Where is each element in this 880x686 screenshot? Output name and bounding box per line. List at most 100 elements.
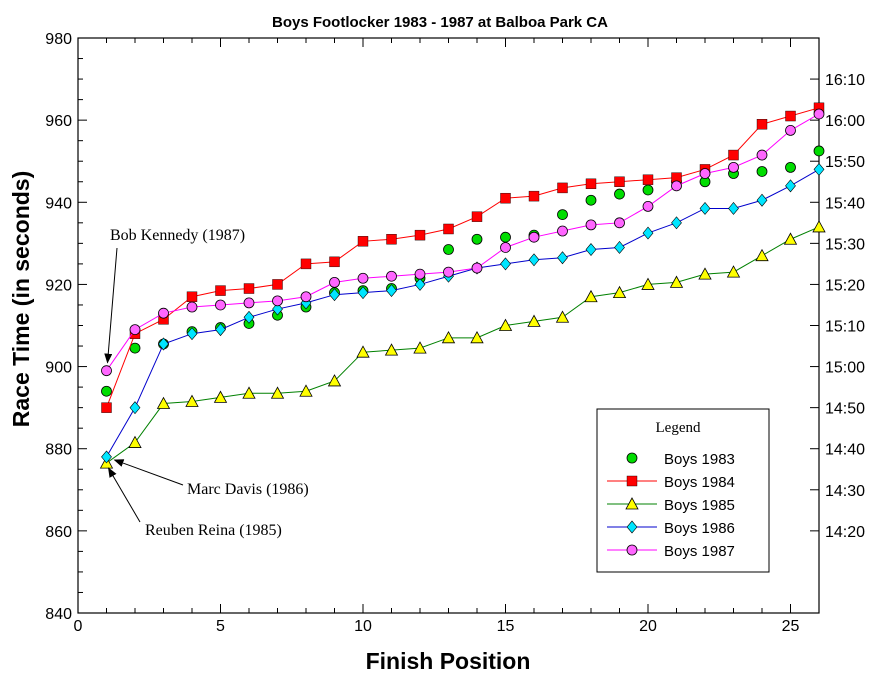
data-point-boys-1985 bbox=[527, 314, 541, 327]
data-point-boys-1984 bbox=[642, 174, 654, 185]
data-point-boys-1984 bbox=[443, 223, 454, 235]
y2-tick-label: 15:30 bbox=[825, 236, 865, 253]
y-tick-label: 980 bbox=[45, 31, 72, 48]
data-point-boys-1984 bbox=[471, 211, 483, 222]
data-point-boys-1986 bbox=[528, 253, 540, 267]
legend-marker-boys-1983 bbox=[626, 452, 638, 464]
legend-label-boys-1987: Boys 1987 bbox=[664, 543, 735, 560]
data-point-boys-1983 bbox=[471, 233, 483, 245]
data-point-boys-1985 bbox=[498, 318, 513, 331]
data-point-boys-1987 bbox=[243, 297, 255, 309]
data-point-boys-1987 bbox=[471, 262, 483, 274]
data-point-boys-1987 bbox=[785, 125, 796, 136]
data-point-boys-1983 bbox=[813, 145, 825, 157]
data-point-boys-1985 bbox=[413, 341, 427, 354]
data-point-boys-1983 bbox=[443, 244, 454, 255]
y2-tick-label: 15:50 bbox=[825, 154, 865, 171]
data-point-boys-1986 bbox=[642, 226, 654, 240]
series-boys-1986 bbox=[101, 162, 825, 464]
y2-tick-label: 14:50 bbox=[825, 401, 865, 418]
data-point-boys-1985 bbox=[299, 384, 313, 397]
annotation-arrow bbox=[107, 467, 141, 523]
data-point-boys-1983 bbox=[129, 342, 141, 354]
y2-tick-label: 15:00 bbox=[825, 360, 865, 377]
data-point-boys-1986 bbox=[329, 288, 340, 302]
y2-tick-label: 14:30 bbox=[825, 483, 865, 500]
y2-tick-label: 16:10 bbox=[825, 72, 865, 89]
data-point-boys-1987 bbox=[699, 168, 711, 179]
y-tick-label: 840 bbox=[45, 606, 72, 623]
annotations: Bob Kennedy (1987) Marc Davis (1986) Reube… bbox=[104, 227, 309, 539]
legend-title: Legend bbox=[656, 420, 701, 436]
data-point-boys-1984 bbox=[272, 279, 283, 290]
data-point-boys-1987 bbox=[528, 231, 540, 243]
y-tick-label: 880 bbox=[45, 442, 72, 459]
data-point-boys-1987 bbox=[101, 365, 112, 377]
y-tick-label: 920 bbox=[45, 277, 72, 294]
data-point-boys-1985 bbox=[270, 386, 285, 399]
legend-box bbox=[596, 408, 770, 573]
data-point-boys-1985 bbox=[156, 396, 171, 409]
data-point-boys-1987 bbox=[215, 299, 226, 311]
data-point-boys-1987 bbox=[756, 149, 768, 161]
data-point-boys-1985 bbox=[242, 386, 256, 399]
y2-tick-label: 15:20 bbox=[825, 277, 865, 294]
data-point-boys-1983 bbox=[642, 184, 654, 196]
data-point-boys-1983 bbox=[756, 166, 768, 177]
y-tick-label: 940 bbox=[45, 195, 72, 212]
data-point-boys-1986 bbox=[813, 162, 825, 176]
y2-tick-label: 15:10 bbox=[825, 319, 865, 336]
data-point-boys-1986 bbox=[728, 201, 739, 215]
x-tick-label: 0 bbox=[74, 618, 83, 635]
legend-marker-boys-1987 bbox=[626, 544, 638, 556]
data-point-boys-1987 bbox=[813, 108, 825, 120]
data-point-boys-1985 bbox=[356, 345, 370, 358]
data-point-boys-1987 bbox=[386, 270, 397, 282]
data-point-boys-1983 bbox=[585, 194, 597, 206]
chart-title: Boys Footlocker 1983 - 1987 at Balboa Pa… bbox=[272, 14, 608, 31]
y2-tick-label: 14:40 bbox=[825, 442, 865, 459]
data-point-boys-1986 bbox=[785, 179, 796, 193]
data-point-boys-1984 bbox=[557, 182, 568, 194]
data-point-boys-1985 bbox=[669, 275, 684, 288]
data-point-boys-1987 bbox=[614, 217, 625, 229]
data-point-boys-1987 bbox=[272, 295, 283, 307]
data-point-boys-1983 bbox=[101, 385, 112, 397]
data-point-boys-1987 bbox=[158, 307, 169, 319]
data-point-boys-1983 bbox=[557, 209, 568, 221]
data-point-boys-1986 bbox=[215, 323, 226, 337]
data-point-boys-1985 bbox=[441, 330, 456, 344]
data-point-boys-1986 bbox=[386, 284, 397, 298]
data-point-boys-1983 bbox=[614, 188, 625, 200]
data-point-boys-1987 bbox=[186, 301, 198, 313]
data-point-boys-1987 bbox=[671, 180, 682, 192]
x-tick-label: 5 bbox=[216, 618, 225, 635]
data-point-boys-1987 bbox=[300, 291, 312, 303]
data-point-boys-1986 bbox=[585, 243, 597, 256]
data-point-boys-1986 bbox=[129, 401, 141, 415]
data-point-boys-1986 bbox=[699, 201, 711, 215]
data-point-boys-1984 bbox=[357, 236, 369, 247]
data-point-boys-1984 bbox=[215, 285, 226, 296]
series-boys-1984 bbox=[101, 102, 825, 413]
data-point-boys-1986 bbox=[500, 257, 511, 271]
data-point-boys-1985 bbox=[755, 248, 769, 262]
data-point-boys-1987 bbox=[129, 324, 141, 336]
data-point-boys-1986 bbox=[272, 302, 283, 316]
legend-label-boys-1984: Boys 1984 bbox=[664, 474, 735, 491]
y-tick-label: 900 bbox=[45, 360, 72, 377]
x-tick-label: 10 bbox=[354, 618, 372, 635]
data-point-boys-1987 bbox=[443, 266, 454, 278]
annotation-arrow bbox=[104, 247, 118, 364]
data-point-boys-1985 bbox=[584, 289, 598, 303]
legend-marker-boys-1985 bbox=[625, 497, 639, 510]
data-point-boys-1985 bbox=[783, 232, 798, 245]
series-layer bbox=[99, 102, 826, 469]
data-point-boys-1986 bbox=[186, 327, 198, 341]
series-line-boys-1985 bbox=[106, 226, 820, 464]
data-point-boys-1985 bbox=[641, 277, 655, 290]
annotation-label: Reuben Reina (1985) bbox=[145, 522, 282, 539]
data-point-boys-1984 bbox=[186, 291, 198, 302]
data-point-boys-1984 bbox=[386, 234, 397, 245]
data-point-boys-1986 bbox=[357, 286, 369, 300]
